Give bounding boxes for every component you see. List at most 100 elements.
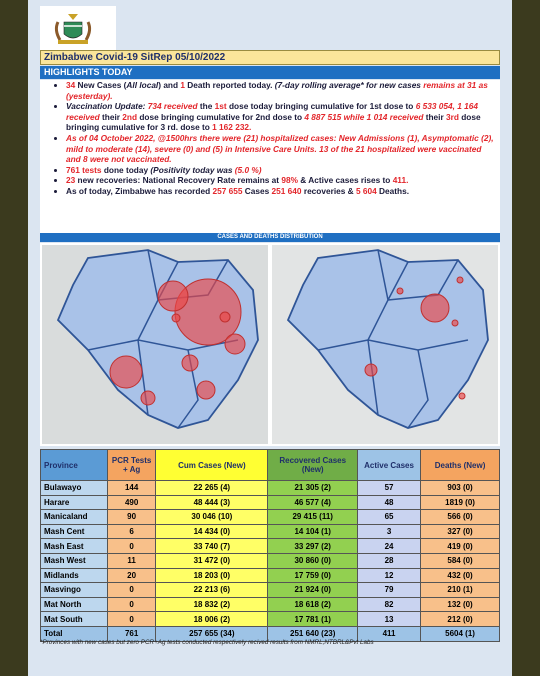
run: their (99, 111, 123, 122)
run: New Cases ( (75, 80, 127, 90)
table-cell: 13 (356, 611, 422, 627)
run: dose today bringing cumulative for 1st d… (226, 101, 416, 112)
table-row: Mash West 11 31 472 (0) 30 860 (0) 28 584 (0) (39, 552, 500, 569)
bullet: 761 tests done today (Positivity today w… (66, 165, 494, 176)
table-cell: 327 (0) (420, 523, 500, 540)
run: 34 (66, 80, 76, 90)
table-cell: 82 (356, 596, 422, 613)
run: 1st (214, 101, 227, 112)
table-cell: 257 655 (34) (155, 625, 269, 642)
bullet: As of today, Zimbabwe has recorded 257 6… (66, 186, 494, 197)
table-cell: 17 759 (0) (267, 567, 358, 584)
run: 2nd (122, 111, 138, 122)
table-cell: 432 (0) (420, 567, 500, 584)
table-row: Manicaland 90 30 046 (10) 29 415 (11) 65 566 … (39, 509, 500, 525)
table-cell: 30 860 (0) (267, 552, 358, 569)
table-cell: 419 (0) (420, 538, 500, 554)
table-cell: 65 (356, 509, 422, 525)
header-row: Province PCR Tests + Ag Cum Cases (New) Rec… (39, 449, 500, 481)
run: Death reported today. (185, 80, 275, 90)
table-cell: Mash West (39, 552, 109, 569)
table-cell: 1819 (0) (420, 494, 500, 511)
table-cell: Total (39, 625, 109, 642)
table-cell: 20 (107, 567, 157, 584)
table-cell: 761 (107, 625, 157, 642)
table-cell: 33 740 (7) (155, 538, 269, 554)
table-cell: 584 (0) (420, 552, 500, 569)
table-cell: 18 618 (2) (267, 596, 358, 613)
run: (5.0 %) (234, 164, 262, 175)
table-cell: Mash East (39, 538, 109, 554)
table-cell: Harare (39, 494, 109, 511)
table-cell: 12 (356, 567, 422, 584)
column-header: Active Cases (356, 449, 422, 481)
run: As of 04 October 2022, @1500hrs there we… (66, 132, 494, 165)
table-cell: 11 (107, 552, 157, 569)
table-cell: Masvingo (39, 582, 109, 598)
column-header: Cum Cases (New) (155, 449, 269, 481)
table-cell: Mat North (39, 596, 109, 613)
run: 251 640 (271, 185, 302, 196)
table-cell: 90 (107, 509, 157, 525)
table-cell: 411 (356, 625, 422, 642)
bullet: 23 new recoveries: National Recovery Rat… (66, 175, 494, 186)
run: 761 tests (66, 164, 102, 175)
table-cell: Midlands (39, 567, 109, 584)
run: remains at 31 as (yesterday). (66, 80, 488, 101)
run: Vaccination Update: (66, 101, 148, 112)
table-cell: Mash Cent (39, 523, 109, 540)
table-cell: 57 (356, 480, 422, 496)
table-cell: 3 (356, 523, 422, 540)
table-cell: Manicaland (39, 509, 109, 525)
table-cell: 22 213 (6) (155, 582, 269, 598)
run: As of today, Zimbabwe has recorded (66, 185, 213, 196)
coat-of-arms (54, 14, 92, 44)
table-cell: 0 (107, 596, 157, 613)
table-cell: 14 434 (0) (155, 523, 269, 540)
run: Cases (242, 185, 272, 196)
table-cell: 0 (107, 582, 157, 598)
run: their (423, 111, 446, 122)
table-cell: Mat South (39, 611, 109, 627)
table-cell: 29 415 (11) (267, 509, 358, 525)
run: done today (101, 164, 151, 175)
table-cell: 490 (107, 494, 157, 511)
run: the (199, 101, 215, 112)
table-cell: 144 (107, 480, 157, 496)
table-row: Mat South 0 18 006 (2) 17 781 (1) 13 212 (0) (39, 611, 500, 627)
table-row: Midlands 20 18 203 (0) 17 759 (0) 12 432 (0) (39, 567, 500, 584)
run: (Positivity today was (150, 164, 235, 175)
table-row: Mash East 0 33 740 (7) 33 297 (2) 24 419 (0) (39, 538, 500, 554)
run: recoveries & (301, 185, 356, 196)
run: 6 533 054, 1 164 received (66, 101, 478, 122)
table-body: Bulawayo 144 22 265 (4) 21 305 (2) 57 903 (0)… (39, 480, 500, 642)
table-cell: Bulawayo (39, 480, 109, 496)
table-cell: 212 (0) (420, 611, 500, 627)
bullet: As of 04 October 2022, @1500hrs there we… (66, 133, 494, 165)
table-cell: 24 (356, 538, 422, 554)
column-header: PCR Tests + Ag (107, 449, 157, 481)
table-cell: 6 (107, 523, 157, 540)
run: 3rd (446, 111, 459, 122)
table-row: Masvingo 0 22 213 (6) 21 924 (0) 79 210 (1) (39, 582, 500, 598)
table-row: Bulawayo 144 22 265 (4) 21 305 (2) 57 903 (0) (39, 480, 500, 496)
title: Zimbabwe Covid-19 SitRep 05/10/2022 (40, 50, 500, 65)
footnote: *Provinces with new cases but zero PCR+A… (40, 639, 374, 646)
run: 5 604 (355, 185, 377, 196)
table-cell: 566 (0) (420, 509, 500, 525)
table-cell: 5604 (1) (420, 625, 500, 642)
table-cell: 21 924 (0) (267, 582, 358, 598)
run: All local (126, 80, 159, 90)
table-cell: 22 265 (4) (155, 480, 269, 496)
bullet: 34 New Cases (All local) and 1 Death rep… (66, 80, 494, 101)
run: ) and (158, 80, 181, 90)
table-cell: 210 (1) (420, 582, 500, 598)
table-row: Total 761 257 655 (34) 251 640 (23) 411 5604 … (39, 625, 500, 642)
map-right (272, 245, 498, 444)
table-cell: 17 781 (1) (267, 611, 358, 627)
run: 98% (281, 175, 298, 186)
table-cell: 251 640 (23) (267, 625, 358, 642)
run: 4 887 515 while 1 014 received (304, 111, 424, 122)
table-cell: 48 444 (3) (155, 494, 269, 511)
run: (7-day rolling average* for new cases (274, 80, 424, 90)
